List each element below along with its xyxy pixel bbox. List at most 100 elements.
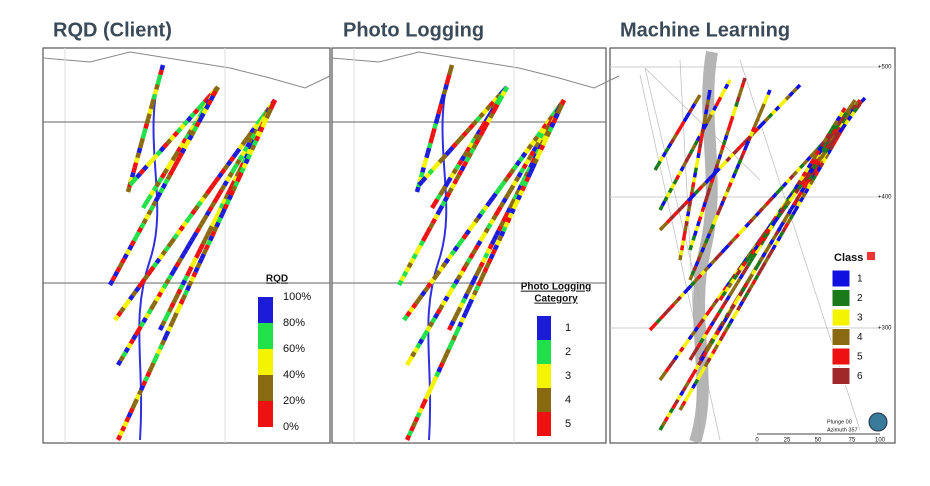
drillhole-segment	[447, 145, 455, 153]
drillhole-segment	[225, 159, 233, 167]
drillhole-segment	[756, 112, 762, 119]
view-info: Azimuth 357	[827, 427, 858, 433]
drillhole-segment	[684, 381, 690, 388]
drillhole-segment	[694, 364, 701, 371]
drillhole-segment	[158, 145, 166, 153]
drillhole-segment	[430, 316, 437, 324]
drillhole-segment	[419, 290, 427, 297]
drillhole-segment	[420, 166, 426, 174]
drillhole-segment	[680, 400, 687, 407]
drillhole-segment	[488, 100, 496, 108]
drillhole-segment	[684, 220, 689, 227]
drillhole-segment	[426, 142, 433, 149]
drillhole-segment	[734, 101, 740, 108]
drillhole-segment	[449, 249, 457, 257]
drillhole-segment	[468, 252, 475, 260]
drillhole-segment	[665, 306, 672, 313]
drillhole-segment	[740, 286, 747, 293]
drillhole-segment	[815, 155, 821, 162]
drillhole-segment	[445, 74, 452, 81]
drillhole-segment	[454, 173, 461, 181]
drillhole-segment	[702, 351, 708, 358]
drillhole-segment	[182, 119, 190, 127]
drillhole-segment	[841, 123, 847, 130]
drillhole-segment	[738, 273, 745, 280]
drillhole-segment	[138, 321, 146, 328]
drillhole-segment	[725, 281, 731, 288]
drillhole-segment	[232, 175, 239, 183]
drillhole-segment	[139, 222, 146, 229]
drillhole-segment	[694, 162, 699, 169]
drillhole-segment	[404, 434, 412, 441]
drillhole-segment	[691, 181, 696, 188]
drillhole-segment	[425, 147, 432, 154]
drillhole-segment	[455, 241, 463, 248]
drillhole-segment	[157, 343, 165, 351]
drillhole-segment	[517, 155, 525, 163]
drillhole-segment	[184, 244, 191, 251]
drillhole-segment	[173, 150, 180, 158]
drillhole-segment	[699, 337, 705, 344]
drillhole-segment	[763, 247, 770, 254]
drillhole-segment	[470, 137, 477, 145]
drillhole-segment	[723, 134, 729, 141]
drillhole-segment	[178, 141, 186, 149]
drillhole-segment	[796, 200, 802, 207]
drillhole-segment	[524, 176, 531, 183]
drillhole-segment	[756, 123, 763, 130]
drillhole-segment	[688, 387, 695, 394]
drillhole-segment	[497, 94, 505, 102]
scale-label: 50	[815, 438, 822, 444]
drillhole-segment	[143, 312, 151, 320]
drillhole-segment	[143, 375, 150, 383]
drillhole-segment	[715, 158, 721, 165]
drillhole-segment	[191, 120, 199, 128]
drillhole-segment	[802, 175, 809, 182]
drillhole-segment	[460, 297, 467, 304]
drillhole-segment	[717, 307, 724, 314]
drillhole-segment	[781, 226, 787, 234]
drillhole-segment	[738, 290, 744, 297]
drillhole-segment	[397, 279, 404, 287]
drillhole-segment	[805, 171, 812, 178]
drillhole-segment	[415, 411, 422, 419]
drillhole-segment	[176, 288, 183, 295]
drillhole-segment	[432, 312, 440, 320]
drillhole-segment	[234, 171, 241, 178]
drillhole-segment	[138, 384, 146, 392]
legend-swatch	[831, 289, 851, 307]
drillhole-segment	[513, 175, 521, 183]
drillhole-segment	[758, 265, 765, 273]
drillhole-segment	[482, 204, 489, 212]
drillhole-segment	[417, 179, 425, 187]
drillhole-segment	[243, 135, 251, 143]
drillhole-segment	[855, 102, 862, 110]
drillhole-segment	[700, 246, 706, 253]
drillhole-segment	[249, 144, 257, 151]
drillhole-segment	[553, 112, 560, 120]
drillhole-segment	[768, 196, 775, 203]
drillhole-segment	[839, 115, 846, 122]
drillhole-segment	[177, 151, 184, 159]
drillhole-segment	[803, 187, 810, 194]
drillhole-segment	[158, 187, 165, 194]
drillhole-segment	[212, 216, 219, 223]
drillhole-segment	[756, 270, 762, 277]
drillhole-segment	[727, 290, 734, 297]
drillhole-segment	[422, 329, 430, 337]
drillhole-segment	[708, 182, 714, 189]
drillhole-segment	[427, 321, 435, 328]
drillhole-segment	[120, 425, 127, 432]
drillhole-segment	[483, 121, 490, 128]
drillhole-segment	[756, 243, 763, 250]
drillhole-segment	[173, 292, 181, 300]
drillhole-segment	[127, 244, 134, 251]
drillhole-segment	[156, 74, 163, 81]
drillhole-segment	[471, 289, 479, 296]
drillhole-segment	[180, 293, 188, 301]
drillhole-segment	[122, 302, 129, 310]
drillhole-segment	[148, 304, 156, 311]
drillhole-segment	[704, 309, 711, 317]
drillhole-segment	[724, 286, 730, 293]
drillhole-segment	[744, 222, 751, 229]
